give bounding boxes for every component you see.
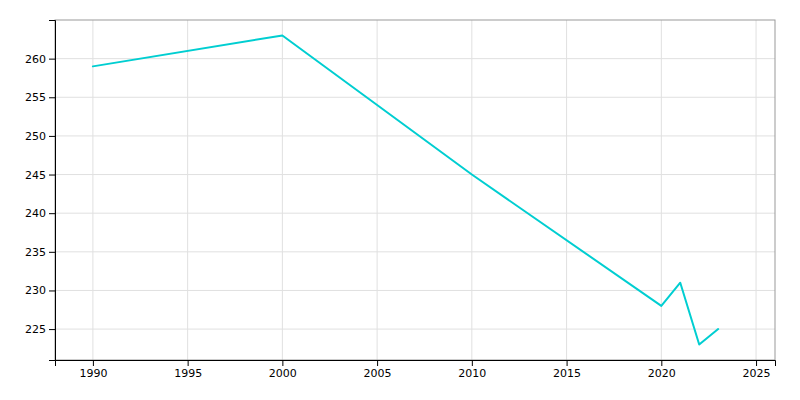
- y-tick-label: 230: [25, 284, 46, 297]
- x-tick-mark: [567, 360, 568, 366]
- y-tick-mark: [49, 213, 55, 214]
- grid: [55, 20, 775, 360]
- grid-line-y: [55, 135, 775, 136]
- grid-line-x: [566, 20, 567, 360]
- grid-line-x: [471, 20, 472, 360]
- x-tick-mark: [377, 360, 378, 366]
- y-tick: 255: [25, 91, 55, 104]
- y-tick: 260: [25, 53, 55, 66]
- plot-frame: [55, 20, 775, 360]
- axis-line: [49, 21, 56, 361]
- y-tick-label: 250: [25, 130, 46, 143]
- x-tick-label: 2010: [458, 367, 486, 380]
- x-axis: 1990 1995 2000 2005 2010 2015 2020 2025: [56, 360, 776, 380]
- y-tick: 250: [25, 130, 55, 143]
- y-tick-mark: [49, 252, 55, 253]
- x-tick-label: 2015: [553, 367, 581, 380]
- y-tick-mark: [49, 136, 55, 137]
- x-tick-label: 1995: [174, 367, 202, 380]
- x-tick-label: 2025: [743, 367, 771, 380]
- plot-area: 1990 1995 2000 2005 2010 2015 2020 2025 225 230 23…: [25, 20, 776, 380]
- grid-line-x: [92, 20, 93, 360]
- x-tick-mark: [472, 360, 473, 366]
- line: [93, 35, 718, 344]
- grid-line-y: [55, 58, 775, 59]
- x-tick: 1990: [79, 360, 107, 380]
- y-tick-label: 240: [25, 207, 46, 220]
- y-tick-mark: [49, 97, 55, 98]
- axis-line: [56, 361, 776, 367]
- y-tick-mark: [49, 329, 55, 330]
- grid-line-y: [55, 290, 775, 291]
- grid-line-x: [282, 20, 283, 360]
- y-tick-label: 255: [25, 91, 46, 104]
- x-tick-label: 2020: [648, 367, 676, 380]
- grid-line-y: [55, 174, 775, 175]
- x-tick-mark: [661, 360, 662, 366]
- x-tick-mark: [282, 360, 283, 366]
- x-tick-mark: [756, 360, 757, 366]
- grid-line-x: [756, 20, 757, 360]
- grid-line-y: [55, 213, 775, 214]
- y-tick: 245: [25, 169, 55, 182]
- x-tick: 2015: [553, 360, 581, 380]
- y-tick-label: 245: [25, 169, 46, 182]
- grid-line-y: [55, 251, 775, 252]
- grid-line-x: [377, 20, 378, 360]
- x-tick-label: 1990: [79, 367, 107, 380]
- y-tick-label: 260: [25, 53, 46, 66]
- y-tick: 225: [25, 323, 55, 336]
- chart: 1990 1995 2000 2005 2010 2015 2020 2025 225 230 23…: [0, 0, 800, 400]
- x-tick: 2010: [458, 360, 486, 380]
- grid-line-y: [55, 329, 775, 330]
- y-tick: 230: [25, 284, 55, 297]
- y-tick-mark: [49, 175, 55, 176]
- y-tick: 235: [25, 246, 55, 259]
- x-tick-mark: [93, 360, 94, 366]
- y-axis: 225 230 235 240 245 250 255 260: [25, 21, 56, 361]
- y-tick-mark: [49, 290, 55, 291]
- x-tick: 2020: [648, 360, 676, 380]
- y-tick: 240: [25, 207, 55, 220]
- y-tick-label: 235: [25, 246, 46, 259]
- y-tick-label: 225: [25, 323, 46, 336]
- x-tick: 2025: [743, 360, 771, 380]
- grid-line-y: [55, 97, 775, 98]
- marks: [93, 35, 718, 344]
- x-tick-label: 2000: [269, 367, 297, 380]
- x-tick: 2000: [269, 360, 297, 380]
- grid-line-x: [661, 20, 662, 360]
- x-tick-label: 2005: [364, 367, 392, 380]
- y-tick-mark: [49, 59, 55, 60]
- x-tick: 1995: [174, 360, 202, 380]
- grid-line-x: [187, 20, 188, 360]
- x-tick-mark: [188, 360, 189, 366]
- x-tick: 2005: [364, 360, 392, 380]
